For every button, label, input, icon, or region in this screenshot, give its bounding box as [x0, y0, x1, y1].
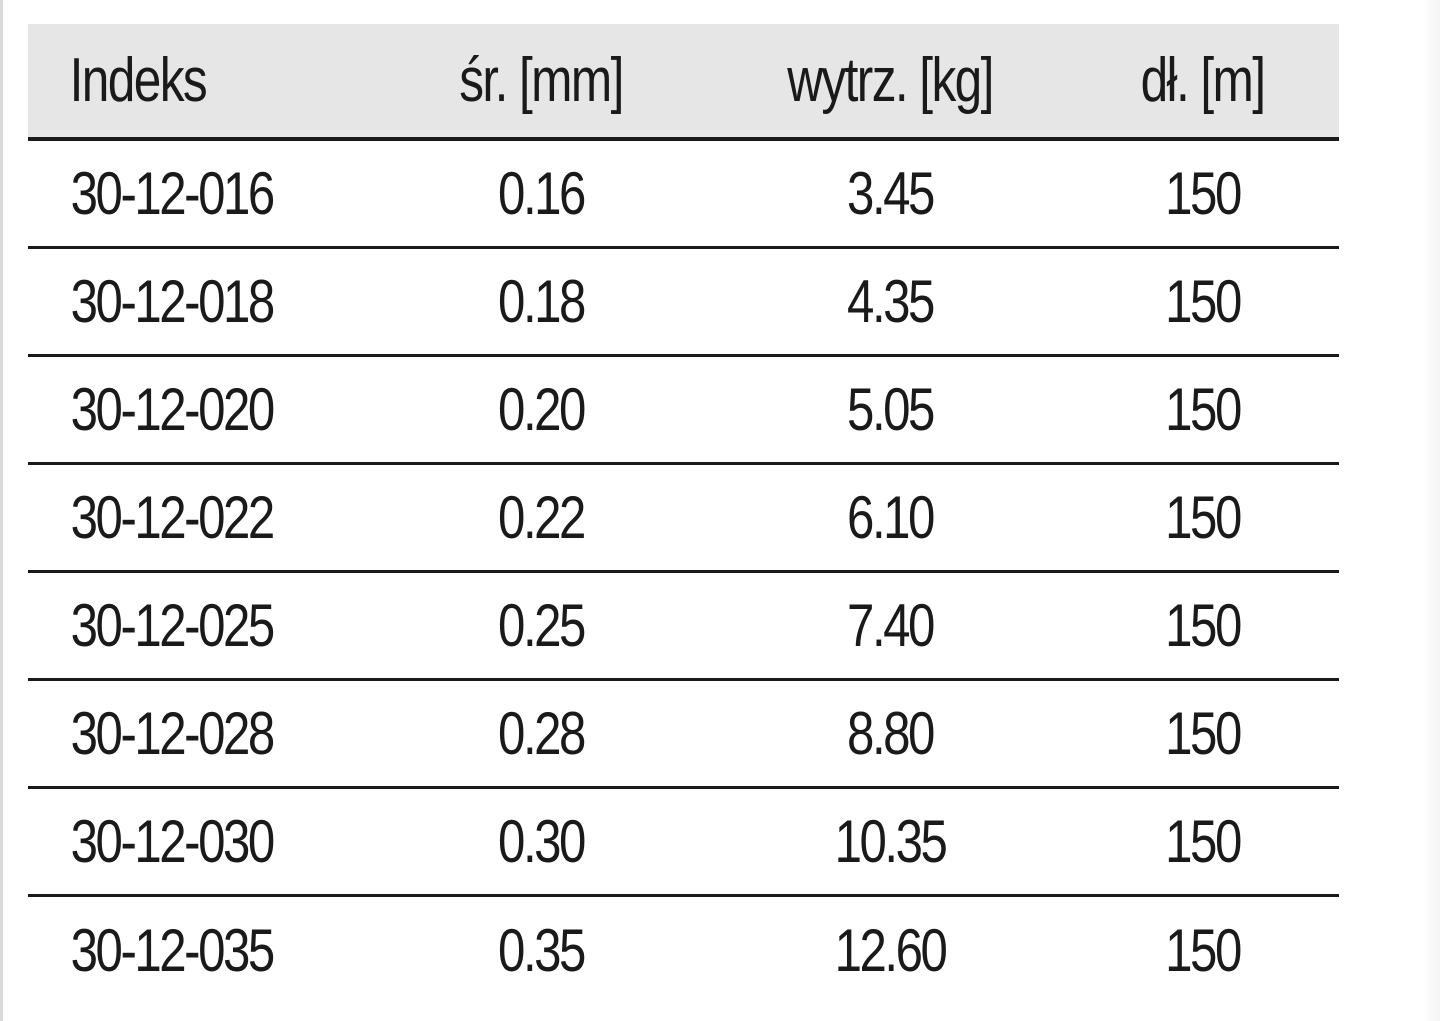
cell-index: 30-12-025 — [70, 591, 276, 659]
table-row: 30-12-030 0.30 10.35 150 — [28, 789, 1339, 897]
cell-length: 150 — [1165, 267, 1242, 335]
cell-index: 30-12-030 — [70, 807, 276, 875]
cell-length: 150 — [1165, 591, 1242, 659]
cell-diameter: 0.18 — [498, 267, 586, 335]
cell-strength: 4.35 — [847, 267, 935, 335]
cell-index: 30-12-022 — [70, 483, 276, 551]
cell-index: 30-12-018 — [70, 267, 276, 335]
cell-strength: 8.80 — [847, 699, 935, 767]
cell-strength: 7.40 — [847, 591, 935, 659]
cell-length: 150 — [1165, 807, 1242, 875]
cell-index: 30-12-020 — [70, 375, 276, 443]
table-row: 30-12-022 0.22 6.10 150 — [28, 465, 1339, 573]
cell-strength: 3.45 — [847, 159, 935, 227]
cell-diameter: 0.35 — [498, 917, 586, 984]
table-row: 30-12-016 0.16 3.45 150 — [28, 141, 1339, 249]
cell-strength: 6.10 — [847, 483, 935, 551]
table-header-row: Indeks śr. [mm] wytrz. [kg] dł. [m] — [28, 24, 1339, 141]
table-row: 30-12-028 0.28 8.80 150 — [28, 681, 1339, 789]
header-cell-index: Indeks — [69, 45, 208, 115]
cell-strength: 10.35 — [834, 807, 948, 875]
cell-length: 150 — [1165, 159, 1242, 227]
header-cell-length: dł. [m] — [1140, 45, 1266, 115]
cell-diameter: 0.22 — [498, 483, 586, 551]
cell-strength: 5.05 — [847, 375, 935, 443]
cell-index: 30-12-035 — [70, 917, 276, 984]
table-row: 30-12-025 0.25 7.40 150 — [28, 573, 1339, 681]
cell-diameter: 0.28 — [498, 699, 586, 767]
cell-length: 150 — [1165, 483, 1242, 551]
table-row: 30-12-018 0.18 4.35 150 — [28, 249, 1339, 357]
cell-diameter: 0.30 — [498, 807, 586, 875]
cell-diameter: 0.16 — [498, 159, 586, 227]
cell-index: 30-12-016 — [70, 159, 276, 227]
cell-diameter: 0.25 — [498, 591, 586, 659]
left-border — [0, 0, 3, 1021]
cell-length: 150 — [1165, 375, 1242, 443]
table-row: 30-12-035 0.35 12.60 150 — [28, 897, 1339, 1005]
cell-diameter: 0.20 — [498, 375, 586, 443]
cell-length: 150 — [1165, 917, 1242, 984]
table-row: 30-12-020 0.20 5.05 150 — [28, 357, 1339, 465]
header-cell-strength: wytrz. [kg] — [787, 45, 994, 115]
right-edge-shadow — [1424, 0, 1440, 1021]
cell-length: 150 — [1165, 699, 1242, 767]
header-cell-diameter: śr. [mm] — [459, 45, 624, 115]
cell-strength: 12.60 — [834, 917, 948, 984]
spec-table: Indeks śr. [mm] wytrz. [kg] dł. [m] 30-1… — [28, 24, 1339, 1005]
cell-index: 30-12-028 — [70, 699, 276, 767]
